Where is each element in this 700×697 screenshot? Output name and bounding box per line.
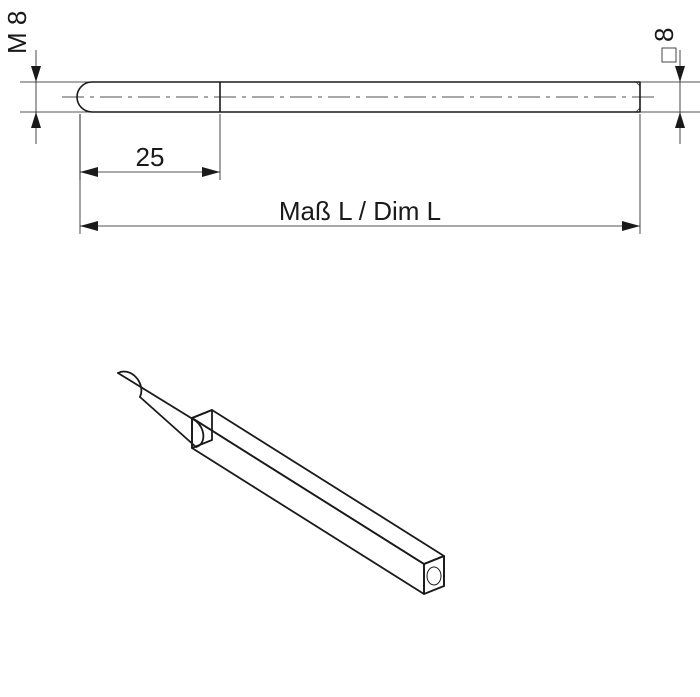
spindle-iso-view bbox=[118, 372, 444, 594]
square-symbol-icon bbox=[662, 48, 676, 62]
dim-square-8: 8 bbox=[649, 28, 685, 144]
dim-25-label: 25 bbox=[136, 142, 165, 172]
dim-overall-length: Maß L / Dim L bbox=[80, 114, 640, 234]
dim-thread-m8: M 8 bbox=[2, 11, 41, 144]
dim-thread-length: 25 bbox=[80, 114, 220, 180]
dim-overall-label: Maß L / Dim L bbox=[279, 196, 441, 226]
dim-thread-label: M 8 bbox=[2, 11, 32, 54]
dim-square-label: 8 bbox=[649, 28, 679, 42]
